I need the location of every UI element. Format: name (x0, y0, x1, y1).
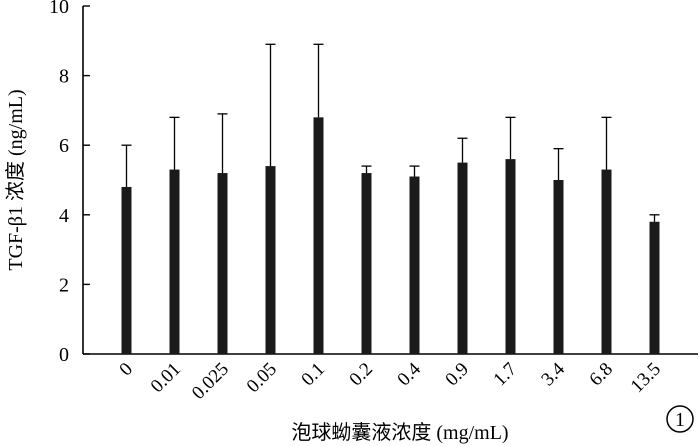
x-tick-label: 1.7 (489, 359, 521, 391)
x-tick-label: 13.5 (627, 359, 665, 397)
x-tick-label: 0.1 (297, 359, 329, 391)
y-tick-label: 2 (59, 274, 69, 296)
y-axis-title: TGF-β1 浓度 (ng/mL) (4, 89, 27, 270)
x-tick-label: 0.4 (393, 358, 425, 390)
x-tick-labels: 0 0.01 0.025 0.05 0.1 0.2 0.4 0.9 1.7 3.4 6.8 13.5 (115, 358, 665, 403)
y-tick-label: 8 (59, 66, 69, 88)
error-bars (121, 43, 660, 222)
bar (457, 162, 468, 354)
x-tick-label: 0.025 (188, 359, 233, 404)
y-axis (82, 5, 90, 355)
bars (121, 117, 660, 354)
bar (217, 173, 228, 354)
bar (649, 221, 660, 354)
x-tick-label: 0.01 (147, 359, 185, 397)
y-tick-label: 4 (59, 205, 69, 227)
panel-label-circle (666, 405, 694, 433)
panel-label: 1 (666, 405, 694, 433)
bar (601, 169, 612, 354)
x-tick-label: 0.2 (345, 359, 377, 391)
bar (265, 166, 276, 354)
panel-label-text: 1 (675, 409, 685, 431)
x-axis-title: 泡球蚴囊液浓度 (mg/mL) (291, 421, 508, 444)
y-tick-label: 6 (59, 135, 69, 157)
x-tick-label: 6.8 (585, 359, 617, 391)
x-tick-label: 3.4 (537, 358, 569, 390)
y-tick-labels: 0 2 4 6 8 10 (49, 0, 69, 366)
y-tick-label: 0 (59, 344, 69, 366)
y-tick-label: 10 (49, 0, 69, 18)
bar (121, 186, 132, 354)
bar (313, 117, 324, 354)
bar (505, 159, 516, 354)
x-tick-label: 0.9 (441, 359, 473, 391)
bar (361, 173, 372, 354)
x-tick-label: 0 (115, 359, 137, 381)
bar (409, 176, 420, 354)
x-tick-label: 0.05 (243, 359, 281, 397)
bar (553, 180, 564, 354)
bar (169, 169, 180, 354)
